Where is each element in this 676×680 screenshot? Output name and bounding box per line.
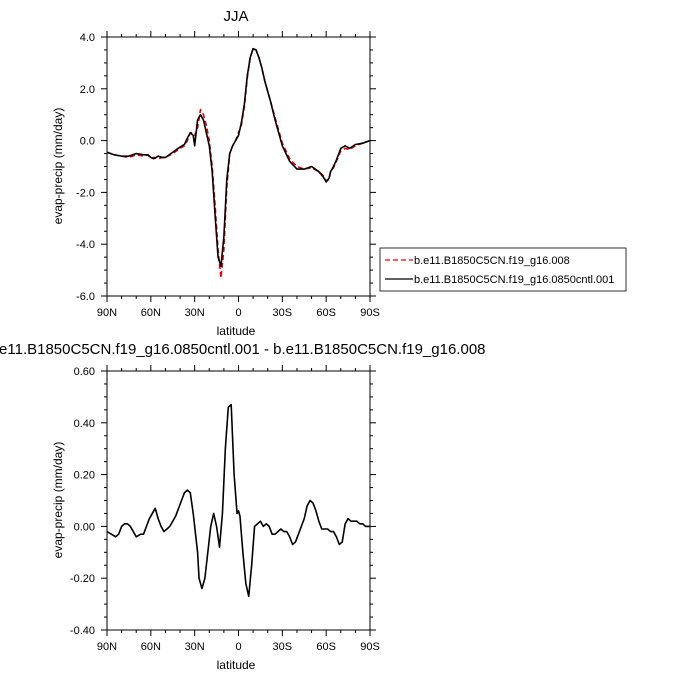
top-series-lines (106, 47, 371, 279)
bottom-x-tick-label: 30S (273, 641, 293, 653)
top-y-tick-label: -4.0 (76, 239, 95, 251)
top-series-line-1 (106, 47, 371, 279)
top-y-axis-label: evap-precip (mm/day) (51, 108, 65, 225)
bottom-series-line-1 (106, 403, 370, 598)
legend-box (379, 247, 627, 292)
bottom-x-tick-label: 90S (360, 641, 380, 653)
bottom-y-tick-label: -0.20 (70, 573, 95, 585)
bottom-y-tick-label: 0.00 (74, 521, 95, 533)
bottom-plot-frame (106, 370, 371, 631)
top-plot-frame (106, 36, 371, 297)
bottom-y-tick-label: 0.40 (74, 418, 95, 430)
top-y-tick-label: -2.0 (76, 187, 95, 199)
top-x-tick-label: 90N (97, 307, 117, 319)
top-x-tick-label: 0 (235, 307, 241, 319)
bottom-x-tick-label: 0 (235, 641, 241, 653)
top-chart-title: JJA (223, 8, 248, 25)
bottom-x-axis-label: latitude (217, 658, 256, 672)
top-x-tick-label: 30N (185, 307, 205, 319)
top-y-tick-label: 4.0 (80, 32, 95, 44)
legend-label-series-2: b.e11.B1850C5CN.f19_g16.0850cntl.001 (414, 274, 614, 286)
legend: b.e11.B1850C5CN.f19_g16.008 b.e11.B1850C… (379, 247, 627, 292)
top-y-tick-label: 2.0 (80, 84, 95, 96)
top-x-tick-label: 60S (316, 307, 336, 319)
top-ticks: 90N 60N 30N 0 30S 60S 90S -6.0 -4.0 -2.0 0.0 2.0 4.0 (76, 31, 380, 319)
top-series-line-2 (106, 47, 371, 268)
top-x-axis-label: latitude (217, 324, 256, 338)
bottom-x-tick-label: 90N (97, 641, 117, 653)
top-y-tick-label: -6.0 (76, 291, 95, 303)
bottom-y-tick-label: -0.40 (70, 625, 95, 637)
bottom-y-tick-label: 0.20 (74, 470, 95, 482)
bottom-ticks: 90N 60N 30N 0 30S 60S 90S -0.40 -0.20 0.00 0.20 0.4… (70, 365, 380, 653)
bottom-series-lines (106, 403, 370, 598)
bottom-x-tick-label: 60N (141, 641, 161, 653)
bottom-x-tick-label: 60S (316, 641, 336, 653)
top-x-tick-label: 30S (273, 307, 293, 319)
top-x-tick-label: 60N (141, 307, 161, 319)
bottom-y-axis-label: evap-precip (mm/day) (51, 442, 65, 559)
bottom-x-tick-label: 30N (185, 641, 205, 653)
bottom-y-tick-label: 0.60 (74, 366, 95, 378)
bottom-chart-title: b.e11.B1850C5CN.f19_g16.0850cntl.001 - b… (0, 341, 485, 358)
top-x-tick-label: 90S (360, 307, 380, 319)
legend-label-series-1: b.e11.B1850C5CN.f19_g16.008 (414, 255, 570, 267)
top-y-tick-label: 0.0 (80, 136, 95, 148)
